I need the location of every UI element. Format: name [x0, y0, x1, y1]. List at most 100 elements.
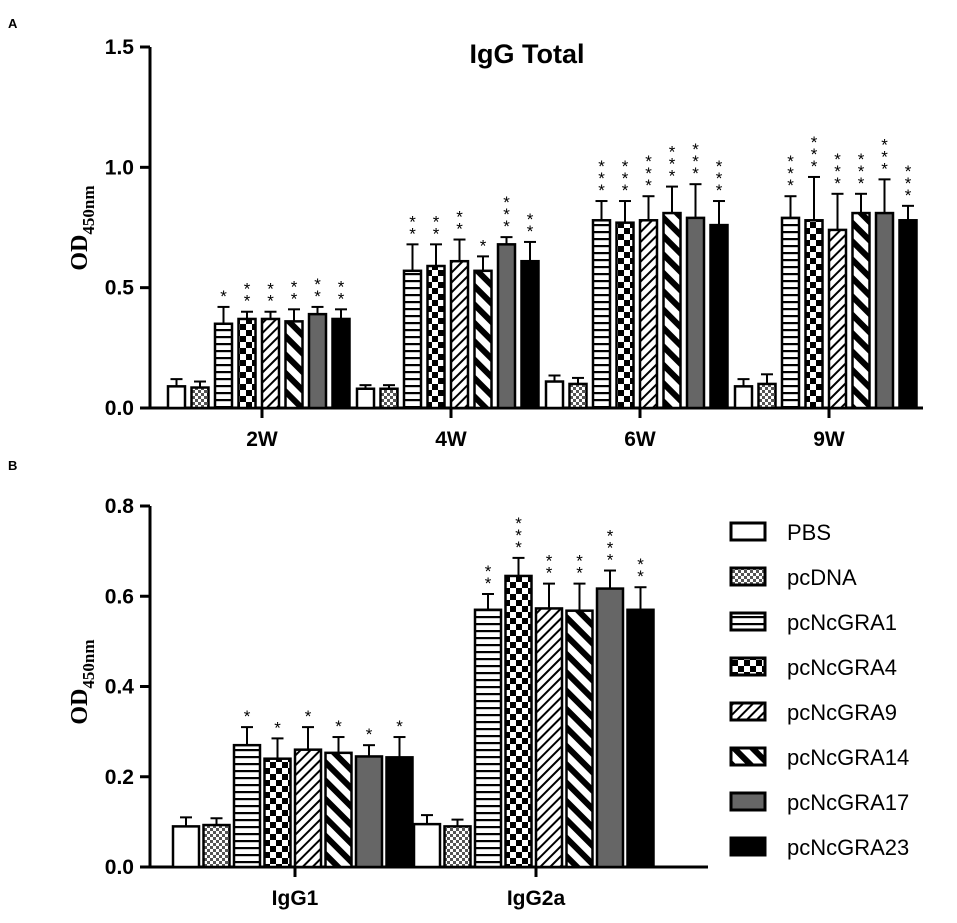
significance-star: * — [858, 150, 865, 169]
bar-pcdna — [202, 823, 231, 869]
significance-star: * — [905, 162, 912, 181]
x-category-label: IgG1 — [272, 887, 319, 910]
significance-star: * — [267, 280, 274, 299]
significance-star: * — [881, 147, 888, 166]
bar-pcncgra1 — [402, 269, 423, 410]
ylabel-a-main: OD — [67, 235, 93, 271]
significance-star: * — [905, 186, 912, 205]
significance-star: * — [716, 157, 723, 176]
significance-star: * — [433, 212, 440, 231]
significance-star: * — [433, 224, 440, 243]
bar-pcncgra23 — [626, 608, 655, 869]
legend-label-pcncgra4: pcNcGRA4 — [787, 655, 897, 680]
significance-star: * — [787, 152, 794, 171]
panel-b-bars: **** * ********** ***** — [171, 514, 655, 869]
significance-star: * — [456, 208, 463, 227]
legend-label-pbs: PBS — [787, 520, 831, 545]
panel-b-label: B — [8, 458, 17, 473]
significance-star: * — [881, 135, 888, 154]
bar-pcncgra17 — [595, 587, 625, 869]
significance-star: * — [645, 176, 652, 195]
bar-pcncgra23 — [385, 756, 414, 869]
bar-pcncgra14 — [284, 320, 304, 410]
significance-star: * — [314, 275, 321, 294]
significance-star: * — [485, 574, 492, 593]
bar-pcncgra4 — [804, 219, 824, 410]
legend-swatch-pcncgra23 — [729, 836, 767, 857]
significance-star: * — [716, 181, 723, 200]
x-category-label: 6W — [624, 428, 656, 451]
x-category-label: 2W — [246, 428, 278, 451]
significance-star: * — [576, 564, 583, 583]
significance-star: * — [881, 159, 888, 178]
bar-pcncgra14 — [851, 211, 871, 410]
significance-star: * — [607, 539, 614, 558]
bar-pcncgra9 — [293, 748, 323, 869]
significance-star: * — [503, 217, 510, 236]
panel-a-bars: * ************** *************************… — [166, 133, 918, 410]
y-tick-label: 0.0 — [105, 397, 134, 420]
bar-pcdna — [568, 382, 588, 410]
bar-pcncgra17 — [685, 216, 706, 410]
significance-star: * — [546, 564, 553, 583]
bar-pcncgra9 — [638, 219, 659, 410]
significance-star: * — [637, 567, 644, 586]
bar-pcdna — [443, 825, 472, 869]
bar-pcncgra14 — [662, 211, 682, 410]
bar-pbs — [733, 385, 754, 410]
significance-star: * — [244, 707, 251, 726]
significance-star: * — [485, 562, 492, 581]
y-tick-label: 0.4 — [105, 676, 135, 699]
bar-pcncgra1 — [591, 219, 612, 410]
legend-swatch-pcncgra4 — [729, 656, 767, 677]
significance-star: * — [220, 287, 227, 306]
significance-star: * — [787, 176, 794, 195]
bar-pcncgra4 — [263, 757, 292, 869]
bar-pcncgra14 — [473, 269, 493, 410]
bar-pcdna — [757, 382, 777, 410]
bar-pcncgra17 — [354, 755, 384, 869]
bar-pbs — [166, 385, 187, 410]
significance-star: * — [787, 164, 794, 183]
bar-pcncgra4 — [237, 317, 257, 410]
legend-swatch-pcncgra1 — [729, 611, 767, 632]
bar-pcncgra14 — [324, 751, 353, 869]
y-tick-label: 0.0 — [105, 856, 134, 879]
bar-pcncgra9 — [449, 259, 470, 410]
ylabel-a-sub: 450nm — [79, 185, 98, 234]
legend-label-pcdna: pcDNA — [787, 565, 857, 590]
legend-label-pcncgra1: pcNcGRA1 — [787, 610, 897, 635]
significance-star: * — [692, 152, 699, 171]
significance-star: * — [669, 143, 676, 162]
panel-a-ylabel: OD450nm — [67, 185, 98, 270]
bar-pcncgra17 — [874, 211, 895, 410]
legend-label-pcncgra17: pcNcGRA17 — [787, 790, 909, 815]
significance-star: * — [811, 133, 818, 152]
bar-pcncgra1 — [780, 216, 801, 410]
bar-pcdna — [379, 387, 399, 410]
significance-star: * — [645, 152, 652, 171]
significance-star: * — [607, 551, 614, 570]
bar-pbs — [544, 380, 565, 410]
significance-star: * — [515, 538, 522, 557]
bar-pcncgra9 — [260, 317, 281, 410]
y-tick-label: 1.5 — [105, 36, 135, 59]
bar-pbs — [412, 822, 442, 869]
significance-star: * — [645, 164, 652, 183]
significance-star: * — [305, 707, 312, 726]
bar-pcncgra1 — [213, 322, 234, 410]
bar-pcncgra17 — [496, 243, 517, 410]
bar-pcncgra23 — [520, 259, 540, 410]
significance-star: * — [716, 169, 723, 188]
y-tick-label: 0.2 — [105, 766, 134, 789]
significance-star: * — [622, 169, 629, 188]
significance-star: * — [637, 555, 644, 574]
bar-pbs — [171, 825, 201, 869]
legend-swatch-pcdna — [729, 566, 767, 587]
legend-swatch-pbs — [729, 521, 767, 542]
significance-star: * — [598, 157, 605, 176]
significance-star: * — [692, 140, 699, 159]
significance-star: * — [244, 280, 251, 299]
legend-swatch-pcncgra14 — [729, 746, 767, 767]
bar-pcncgra9 — [534, 607, 564, 869]
